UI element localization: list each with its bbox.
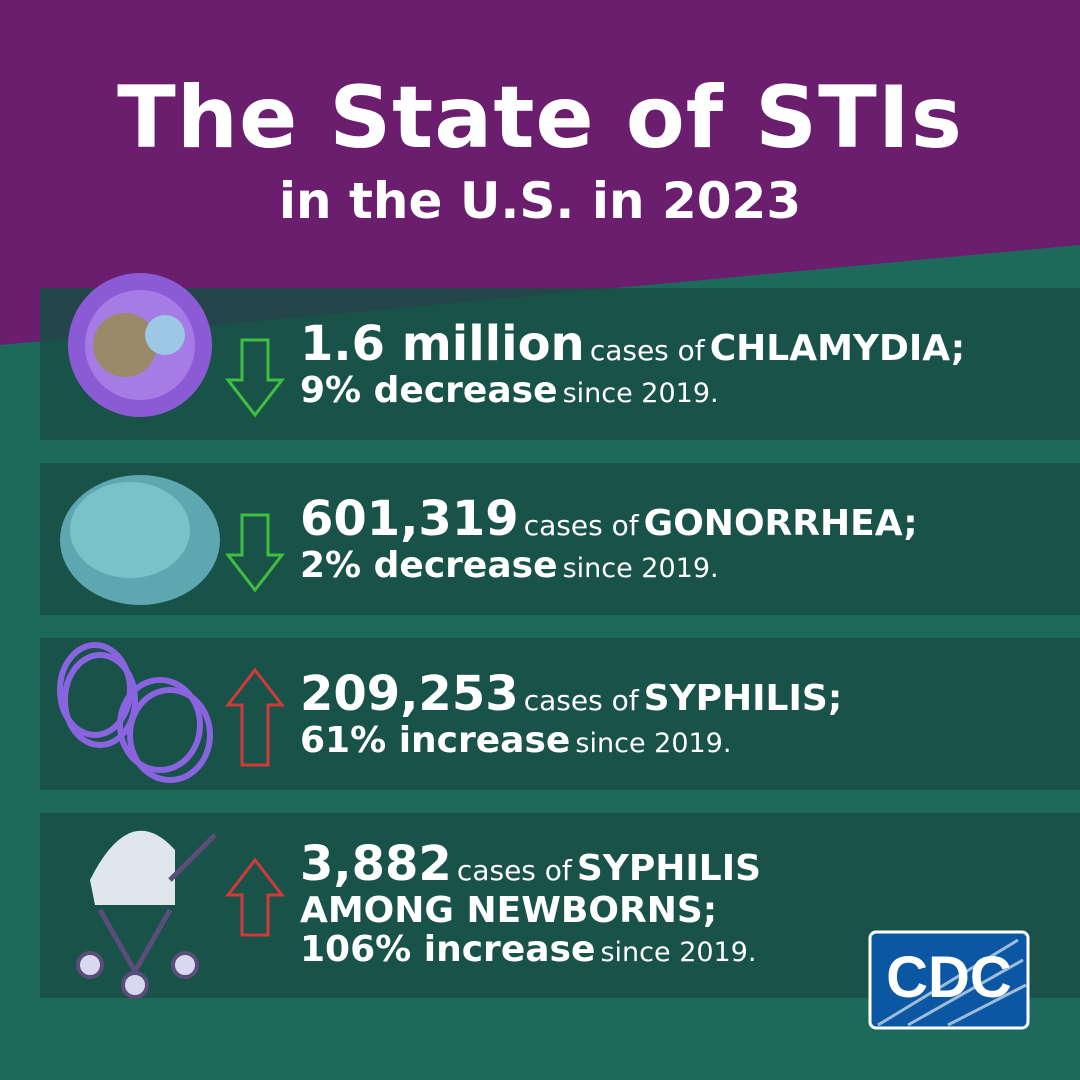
case-count: 1.6 million [300, 316, 585, 372]
disease: CHLAMYDIA; [709, 328, 966, 369]
line: 2% decrease since 2019. [300, 544, 1060, 586]
logo [868, 930, 1030, 1030]
change: 61% increase [300, 719, 571, 761]
case-count: 601,319 [300, 491, 519, 547]
change: 106% increase [300, 929, 596, 971]
case-count: 3,882 [300, 836, 452, 892]
gonorrhea-icon [60, 475, 220, 605]
disease: SYPHILIS; [643, 678, 843, 719]
stat-item: 601,319 cases of GONORRHEA; 2% decrease s… [300, 493, 1060, 585]
stroller-icon [76, 830, 217, 999]
since: since 2019. [575, 727, 732, 759]
stat-item: 209,253 cases of SYPHILIS; 61% increase s… [300, 668, 1060, 760]
chlamydia-icon [68, 273, 212, 417]
line: 209,253 cases of SYPHILIS; [300, 668, 1060, 721]
logo-text: CDC [886, 945, 1012, 1010]
case-count: 209,253 [300, 666, 519, 722]
stat-item: 3,882 cases of SYPHILIS AMONG NEWBORNS; 1… [300, 838, 860, 970]
connector: cases of [523, 509, 639, 542]
syphilis-icon [57, 642, 213, 783]
disease: GONORRHEA; [643, 503, 918, 544]
title: The State of STIs [117, 68, 963, 168]
up-arrow [224, 857, 286, 937]
connector: cases of [456, 854, 572, 887]
since: since 2019. [562, 377, 719, 409]
line: 3,882 cases of SYPHILIS AMONG NEWBORNS; [300, 838, 860, 930]
line: 1.6 million cases of CHLAMYDIA; [300, 318, 1060, 371]
down-arrow [224, 338, 286, 418]
stat-item: 1.6 million cases of CHLAMYDIA; 9% decrea… [300, 318, 1060, 410]
line: 601,319 cases of GONORRHEA; [300, 493, 1060, 546]
line: 106% increase since 2019. [300, 930, 860, 970]
up-arrow [224, 667, 286, 767]
subtitle: in the U.S. in 2023 [278, 172, 802, 230]
since: since 2019. [562, 552, 719, 584]
since: since 2019. [600, 937, 757, 969]
connector: cases of [523, 684, 639, 717]
line: 9% decrease since 2019. [300, 369, 1060, 411]
line: 61% increase since 2019. [300, 719, 1060, 761]
disease: SYPHILIS AMONG NEWBORNS; [300, 848, 762, 931]
change: 2% decrease [300, 544, 558, 586]
change: 9% decrease [300, 369, 558, 411]
connector: cases of [589, 334, 705, 367]
down-arrow [224, 513, 286, 593]
